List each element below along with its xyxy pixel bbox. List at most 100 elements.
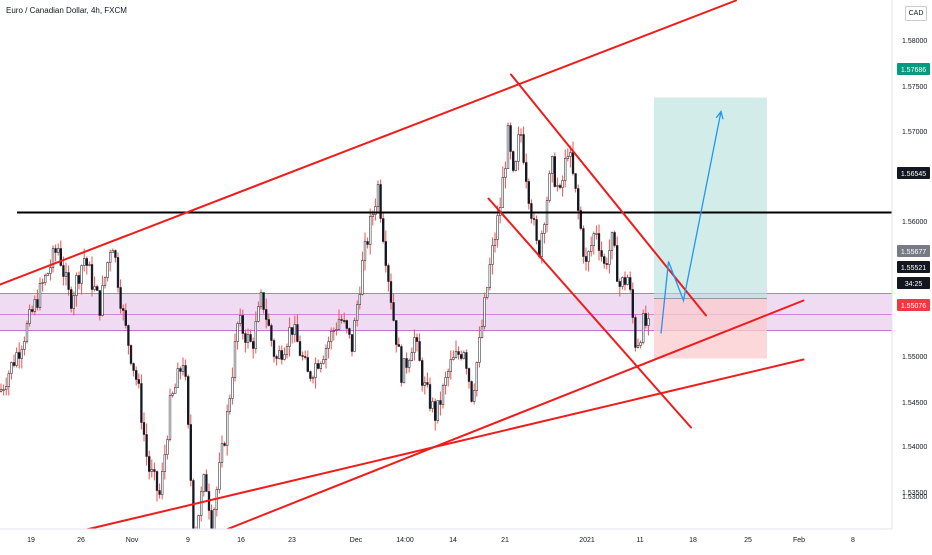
candle-body: [12, 362, 16, 366]
candle-body: [103, 277, 107, 286]
candle-body: [642, 313, 645, 343]
candle-body: [259, 292, 263, 307]
candle-body: [408, 360, 411, 368]
candle-body: [46, 273, 49, 276]
currency-button[interactable]: CAD: [905, 6, 927, 21]
candle-body: [597, 233, 601, 251]
projection-path: [660, 111, 722, 334]
candle-body: [340, 319, 343, 321]
candle-body: [402, 358, 406, 383]
candle-body: [262, 292, 265, 310]
candle-body: [38, 283, 42, 308]
candle-body: [205, 474, 208, 492]
price-label-bg: [897, 261, 930, 273]
candle-body: [629, 277, 632, 290]
candle-body: [379, 184, 382, 219]
candle-body: [616, 245, 619, 282]
candle-body: [59, 248, 62, 266]
candle-body: [163, 454, 166, 472]
x-tick-label: 14:00: [396, 537, 414, 544]
x-tick-label: 26: [77, 537, 85, 544]
candle-body: [67, 272, 70, 290]
x-tick-label: 23: [288, 537, 296, 544]
candle-body: [413, 337, 416, 353]
candle-body: [179, 368, 182, 372]
candle-body: [405, 358, 408, 368]
price-label-text: 34:25: [905, 281, 923, 288]
candle-body: [618, 281, 621, 287]
candle-body: [116, 257, 120, 288]
candle-body: [36, 299, 39, 308]
candle-body: [478, 337, 481, 363]
candle-body: [592, 233, 595, 246]
candle-body: [530, 203, 533, 219]
x-tick-label: Dec: [350, 537, 363, 544]
price-label-last-price: 1.55521: [897, 261, 930, 273]
candle-body: [577, 188, 580, 211]
x-tick-label: 16: [237, 537, 245, 544]
candle-body: [426, 382, 429, 385]
candle-body: [239, 315, 242, 324]
candle-body: [384, 241, 387, 266]
candle-body: [137, 379, 140, 384]
candle-body: [514, 161, 517, 171]
candle-body: [327, 341, 330, 349]
candle-body: [72, 295, 75, 309]
candle-body: [595, 233, 598, 235]
candle-body: [387, 265, 390, 282]
candle-body: [553, 156, 556, 187]
candle-body: [280, 350, 283, 360]
candle-body: [571, 152, 575, 174]
x-tick-label: 11: [636, 537, 643, 544]
candle-body: [283, 354, 286, 360]
candle-body: [454, 351, 458, 358]
candle-body: [311, 377, 315, 379]
candle-body: [361, 260, 364, 295]
candle-body: [80, 265, 83, 284]
candle-body: [608, 250, 611, 265]
candle-body: [153, 469, 156, 472]
candle-body: [582, 228, 585, 257]
candle-body: [335, 329, 338, 331]
stop-loss-box: [654, 298, 767, 359]
candle-body: [168, 395, 172, 440]
candle-body: [605, 263, 608, 265]
candle-body: [551, 156, 554, 174]
candle-body: [192, 480, 195, 535]
candle-body: [493, 239, 497, 246]
candle-body: [434, 401, 437, 421]
price-label-bg: [897, 277, 930, 289]
candle-body: [504, 168, 507, 178]
candle-body: [220, 443, 224, 463]
candle-body: [129, 345, 133, 364]
candle-body: [254, 321, 257, 349]
candle-body: [241, 315, 244, 334]
candle-body: [142, 422, 146, 435]
candle-body: [90, 264, 94, 290]
candle-body: [96, 286, 99, 291]
candle-body: [371, 214, 374, 217]
x-tick-label: 8: [851, 537, 855, 544]
candle-body: [496, 215, 499, 240]
candle-body: [244, 333, 247, 343]
candle-body: [647, 318, 650, 326]
candle-body: [306, 357, 309, 372]
candle-body: [418, 341, 421, 361]
candle-body: [267, 319, 270, 326]
candle-body: [246, 334, 250, 343]
candle-body: [590, 245, 593, 252]
y-tick-label: 1.55000: [902, 354, 927, 361]
candle-body: [145, 434, 148, 457]
candle-body: [395, 320, 398, 345]
candle-body: [584, 256, 588, 262]
candle-body: [574, 173, 577, 189]
candle-body: [51, 248, 55, 268]
candle-body: [444, 377, 447, 386]
candle-body: [467, 368, 471, 382]
candle-body: [2, 389, 5, 391]
candle-body: [374, 206, 377, 215]
candle-body: [265, 309, 268, 320]
candle-body: [62, 265, 65, 277]
